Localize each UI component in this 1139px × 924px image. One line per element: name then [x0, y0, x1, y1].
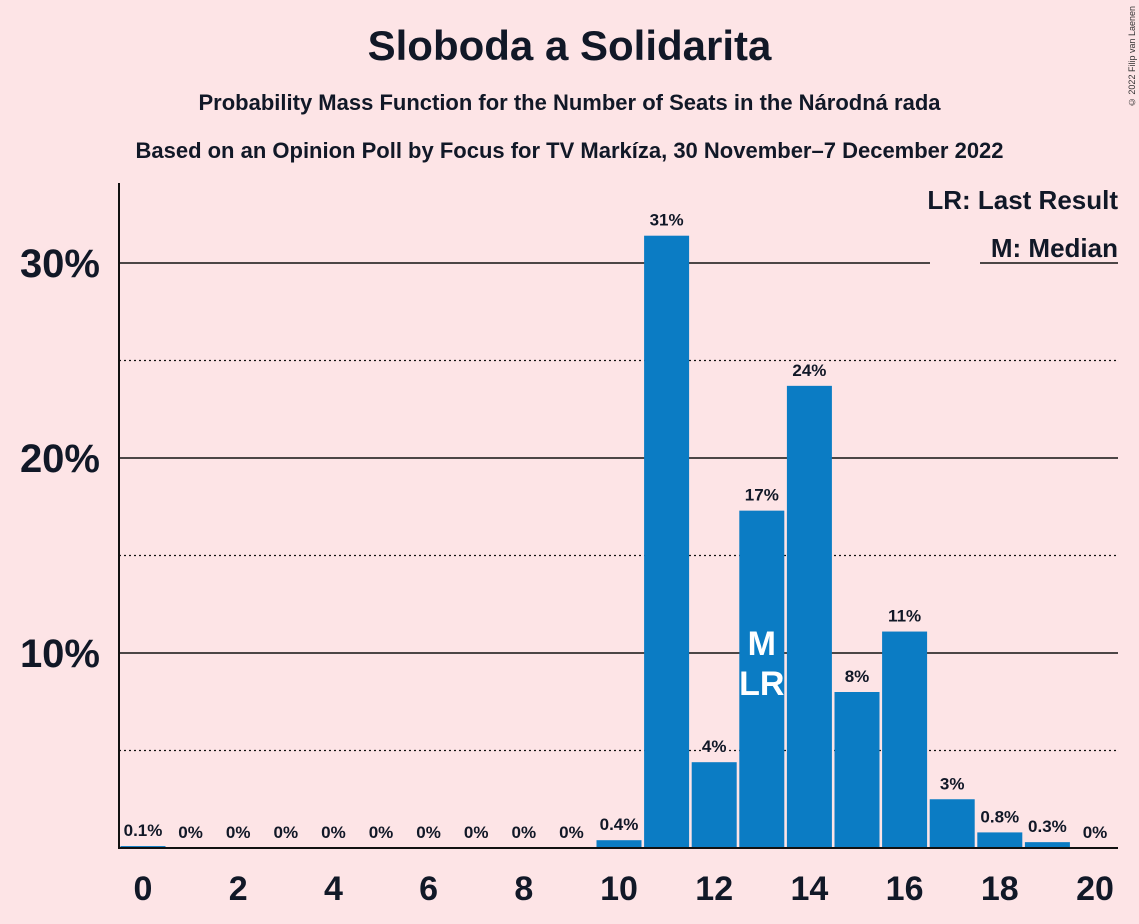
x-tick-label: 20	[1076, 870, 1114, 908]
x-tick-label: 18	[981, 870, 1019, 908]
data-label: 0%	[321, 823, 346, 842]
data-label: 0%	[226, 823, 251, 842]
bar	[691, 762, 737, 848]
data-label-background	[976, 807, 1023, 827]
data-label-background	[1024, 817, 1071, 837]
data-label-background	[368, 823, 394, 842]
data-label-background	[463, 823, 490, 842]
data-label-background	[558, 823, 585, 842]
x-tick-label: 14	[790, 870, 828, 908]
chart-subtitle: Probability Mass Function for the Number…	[198, 90, 941, 115]
data-label: 0.8%	[980, 807, 1019, 826]
bar	[596, 840, 642, 848]
x-tick-label: 0	[134, 870, 153, 908]
last-result-marker: LR	[739, 665, 784, 703]
data-label: 0%	[369, 823, 394, 842]
bar	[739, 510, 785, 848]
data-label: 8%	[845, 667, 870, 686]
data-label-background	[272, 823, 299, 842]
data-label-background	[939, 774, 966, 794]
data-label: 24%	[792, 361, 826, 380]
data-label: 11%	[888, 607, 921, 626]
legend-median: M: Median	[991, 233, 1118, 263]
chart-source-subtitle: Based on an Opinion Poll by Focus for TV…	[135, 138, 1004, 163]
data-label: 3%	[940, 774, 965, 793]
x-tick-label: 8	[514, 870, 533, 908]
data-label: 0%	[464, 823, 489, 842]
data-label-background	[648, 210, 685, 230]
data-label: 0%	[512, 823, 537, 842]
y-tick-label: 10%	[20, 632, 100, 676]
data-label: 0.4%	[600, 815, 639, 834]
chart-title: Sloboda a Solidarita	[367, 22, 772, 69]
data-label-background	[743, 485, 780, 505]
bar	[644, 235, 690, 848]
x-tick-label: 16	[886, 870, 924, 908]
legend-last-result: LR: Last Result	[927, 185, 1118, 215]
data-label: 0%	[274, 823, 299, 842]
data-label-background	[701, 737, 728, 757]
x-tick-label: 6	[419, 870, 438, 908]
x-tick-label: 10	[600, 870, 638, 908]
data-label: 0%	[559, 823, 584, 842]
data-label-background	[596, 815, 642, 835]
bar	[977, 832, 1023, 848]
data-label-background	[320, 823, 347, 842]
data-label: 0%	[178, 823, 203, 842]
data-label-background	[225, 823, 252, 842]
x-tick-label: 2	[229, 870, 248, 908]
data-label-background	[844, 667, 870, 686]
bar	[882, 631, 928, 848]
data-label-background	[1082, 823, 1108, 842]
data-label: 17%	[745, 486, 779, 505]
data-label: 0.1%	[124, 821, 163, 840]
data-label-background	[120, 821, 166, 841]
median-marker: M	[748, 625, 776, 663]
bar	[786, 385, 832, 848]
data-label: 0%	[1083, 823, 1108, 842]
data-label: 4%	[702, 737, 727, 756]
data-label-background	[886, 606, 923, 626]
y-tick-label: 30%	[20, 242, 100, 286]
bar	[834, 692, 880, 848]
data-label-background	[415, 823, 442, 842]
data-label-background	[791, 360, 828, 380]
legend-background	[930, 180, 1120, 268]
data-label-background	[177, 823, 204, 842]
bar	[1024, 842, 1070, 848]
data-label: 31%	[650, 211, 684, 230]
bar	[929, 799, 975, 848]
y-tick-label: 20%	[20, 437, 100, 481]
x-tick-label: 12	[695, 870, 733, 908]
data-label: 0.3%	[1028, 817, 1067, 836]
data-label: 0%	[416, 823, 441, 842]
x-tick-label: 4	[324, 870, 343, 908]
data-label-background	[510, 823, 537, 842]
